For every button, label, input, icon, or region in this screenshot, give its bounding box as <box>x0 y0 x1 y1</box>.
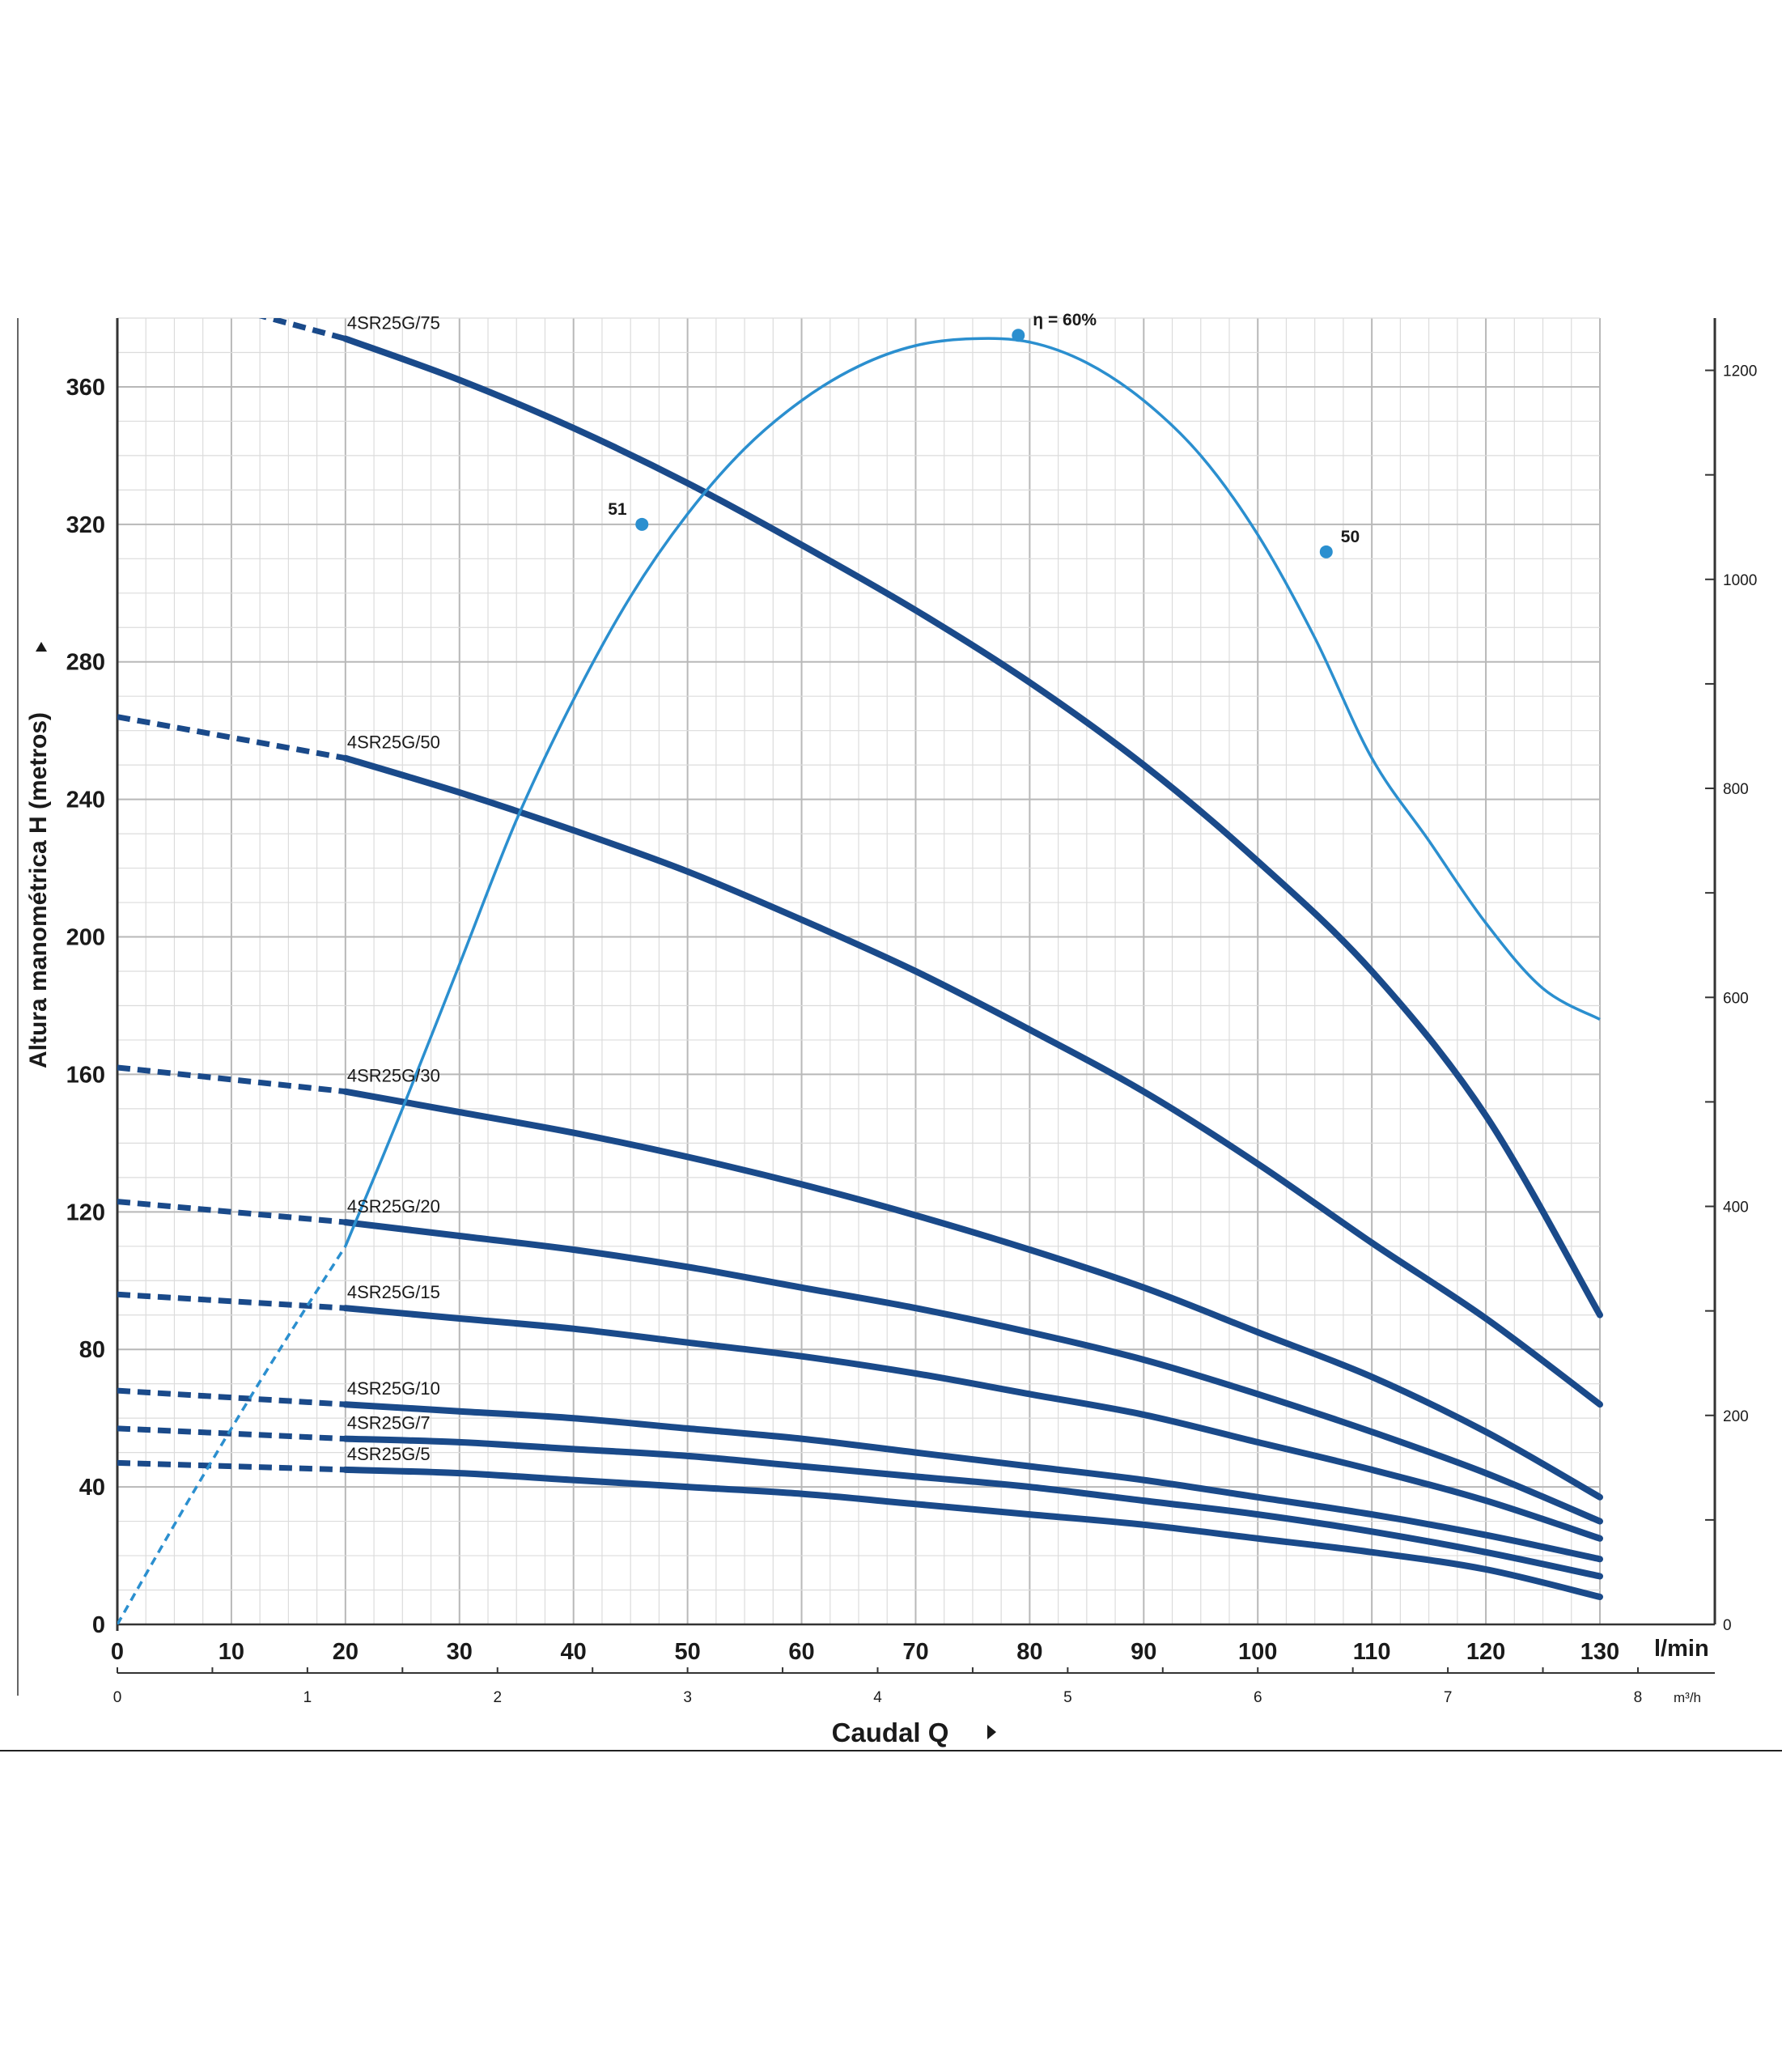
efficiency-marker-label: 50 <box>1341 528 1360 546</box>
x-secondary-tick-label: 7 <box>1444 1689 1453 1706</box>
x-axis-arrow-icon <box>987 1725 996 1739</box>
y-tick-label: 80 <box>79 1337 105 1363</box>
series-dashed-extension <box>117 1387 346 1408</box>
efficiency-marker-label: 51 <box>608 500 627 519</box>
x-secondary-tick-label: 8 <box>1634 1689 1643 1706</box>
x-secondary-tick-label: 6 <box>1254 1689 1262 1706</box>
efficiency-marker-label: η = 60% <box>1033 311 1097 329</box>
series-dashed-extension <box>117 1291 346 1311</box>
x-tick-label: 10 <box>219 1639 244 1665</box>
x-tick-label: 20 <box>333 1639 359 1665</box>
y-right-tick-label: 0 <box>1723 1617 1732 1634</box>
series-label: 4SR25G/75 <box>347 312 440 333</box>
y-axis-title: Altura manométrica H (metros) <box>25 712 52 1068</box>
plot-frame <box>0 318 1782 1751</box>
series-line <box>342 1466 1603 1600</box>
series-line <box>342 1401 1603 1563</box>
x-tick-label: 60 <box>788 1639 814 1665</box>
series-line <box>342 1219 1603 1525</box>
x-secondary-unit-label: m³/h <box>1674 1690 1701 1705</box>
y-axis-arrow-icon <box>36 642 47 652</box>
series-line <box>342 754 1603 1408</box>
series-line <box>342 335 1603 1318</box>
x-tick-label: 40 <box>561 1639 587 1665</box>
y-tick-label: 200 <box>66 925 105 951</box>
series-line <box>342 1088 1603 1501</box>
series-label: 4SR25G/50 <box>347 732 440 753</box>
x-tick-label: 120 <box>1466 1639 1505 1665</box>
x-secondary-tick-label: 4 <box>873 1689 882 1706</box>
y-right-tick-label: 800 <box>1723 781 1749 798</box>
y-tick-label: 160 <box>66 1062 105 1088</box>
pump-curves <box>117 318 1603 1600</box>
x-tick-label: 0 <box>111 1639 124 1665</box>
y-tick-label: 240 <box>66 788 105 813</box>
y-axis-title-group: Altura manométrica H (metros) <box>25 712 52 1068</box>
efficiency-marker <box>1012 329 1025 342</box>
y-right-tick-label: 600 <box>1723 990 1749 1007</box>
x-tick-label: 70 <box>902 1639 928 1665</box>
y-tick-label: 40 <box>79 1475 105 1501</box>
series-dashed-extension <box>117 1199 346 1225</box>
y-right-tick-label: 1200 <box>1723 363 1757 380</box>
series-label: 4SR25G/15 <box>347 1282 440 1302</box>
x-unit-label: l/min <box>1654 1636 1709 1662</box>
y-tick-label: 280 <box>66 650 105 676</box>
x-secondary-tick-label: 1 <box>303 1689 312 1706</box>
y-tick-label: 0 <box>92 1612 105 1638</box>
y-right-tick-label: 400 <box>1723 1199 1749 1216</box>
series-labels: 4SR25G/75 4SR25G/50 4SR25G/30 4SR25G/20 4SR2… <box>347 311 1360 1464</box>
y-tick-label: 120 <box>66 1199 105 1225</box>
x-tick-label: 30 <box>447 1639 473 1665</box>
series-label: 4SR25G/7 <box>347 1413 431 1433</box>
efficiency-marker <box>635 517 649 531</box>
efficiency-curve <box>344 337 1601 1247</box>
series-dashed-extension <box>117 714 346 762</box>
series-dashed-extension <box>117 1064 346 1095</box>
series-dashed-extension <box>117 1459 346 1473</box>
x-secondary-tick-label: 3 <box>683 1689 692 1706</box>
series-label: 4SR25G/5 <box>347 1444 431 1464</box>
series-dashed-extension <box>117 1425 346 1442</box>
y-right-tick-label: 1000 <box>1723 572 1757 589</box>
series-label: 4SR25G/30 <box>347 1066 440 1086</box>
series-line <box>342 1305 1603 1542</box>
efficiency-marker <box>1319 545 1333 558</box>
series-line <box>342 1435 1603 1580</box>
x-secondary-tick-label: 2 <box>493 1689 502 1706</box>
y-right-tick-label: 200 <box>1723 1408 1749 1425</box>
y-tick-label: 360 <box>66 375 105 401</box>
x-tick-label: 80 <box>1016 1639 1042 1665</box>
series-label: 4SR25G/20 <box>347 1196 440 1216</box>
x-tick-label: 90 <box>1131 1639 1156 1665</box>
x-tick-label: 100 <box>1238 1639 1277 1665</box>
efficiency-curve-group <box>117 337 1601 1624</box>
efficiency-curve-dashed <box>117 1245 347 1624</box>
y-tick-label: 320 <box>66 512 105 538</box>
x-tick-label: 130 <box>1580 1639 1619 1665</box>
x-axis-title: Caudal Q <box>832 1717 949 1747</box>
x-tick-label: 50 <box>674 1639 700 1665</box>
x-secondary-tick-label: 0 <box>113 1689 122 1706</box>
x-secondary-tick-label: 5 <box>1063 1689 1072 1706</box>
series-label: 4SR25G/10 <box>347 1378 440 1399</box>
x-tick-label: 110 <box>1353 1639 1391 1665</box>
